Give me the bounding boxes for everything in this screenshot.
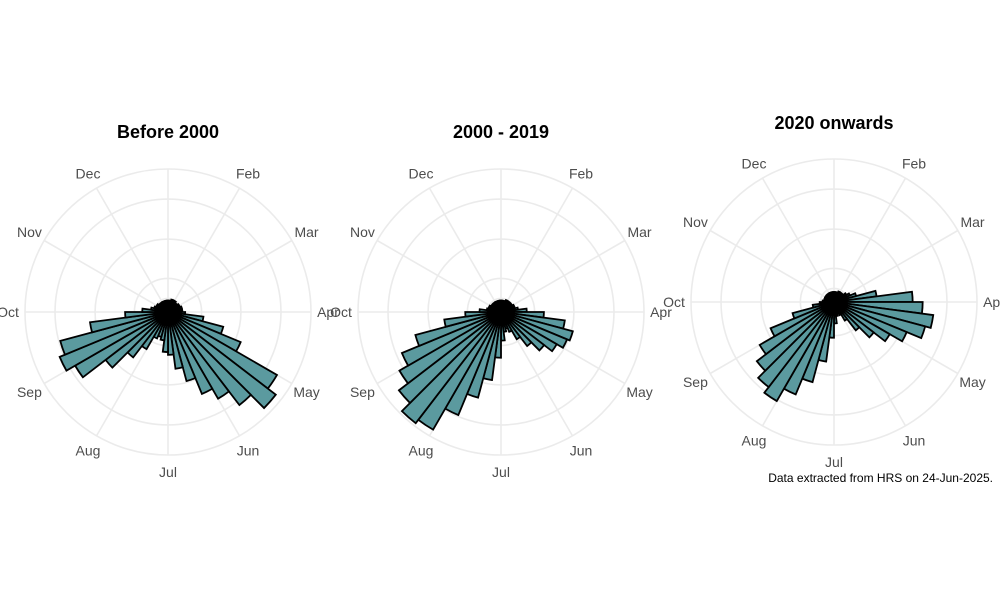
bar: [58, 311, 169, 372]
month-label: May: [626, 384, 652, 400]
bar: [758, 301, 835, 356]
grid-spoke: [376, 239, 502, 313]
month-label: Feb: [569, 165, 593, 181]
grid-spoke: [833, 229, 959, 303]
month-label: Jun: [903, 433, 926, 449]
grid-spoke: [833, 177, 907, 303]
bar: [791, 301, 835, 320]
month-label: Mar: [294, 224, 318, 240]
bar: [59, 311, 169, 356]
month-label: Aug: [76, 443, 101, 459]
month-label: Apr: [983, 294, 1000, 310]
bar: [443, 311, 502, 328]
month-label: Apr: [650, 304, 672, 320]
month-label: Jul: [825, 454, 843, 470]
chart-panel-2020-onwards: 2020 onwards Feb Mar Apr May Jun Jul Aug Sep Oct N…: [663, 113, 1000, 470]
bar: [167, 311, 184, 370]
month-label: May: [959, 374, 985, 390]
bar: [398, 311, 502, 385]
month-label: Aug: [409, 443, 434, 459]
panel-title: 2000 - 2019: [453, 122, 549, 142]
month-label: Nov: [350, 224, 375, 240]
month-label: Oct: [0, 304, 19, 320]
month-label: Aug: [742, 433, 767, 449]
month-label: Sep: [683, 374, 708, 390]
month-label: Jun: [237, 443, 260, 459]
bar: [124, 311, 169, 319]
month-label: Dec: [409, 165, 434, 181]
grid-spoke: [167, 187, 241, 313]
month-label: Sep: [17, 384, 42, 400]
grid-spoke: [43, 239, 169, 313]
bar: [89, 311, 169, 334]
panel-title: Before 2000: [117, 122, 219, 142]
bar: [756, 301, 835, 389]
month-label: Jun: [570, 443, 593, 459]
month-label: Oct: [330, 304, 352, 320]
chart-panel-2000-2019: 2000 - 2019 Feb Mar Apr May Jun Jul Aug Sep Oct No…: [330, 122, 672, 480]
grid-spoke: [167, 239, 293, 313]
bar: [755, 301, 835, 373]
grid-spoke: [833, 301, 907, 427]
chart-panel-before-2000: Before 2000 Feb Mar Apr May Jun Jul Aug Sep Oct No…: [0, 122, 339, 480]
grid-spoke: [500, 239, 626, 313]
bar: [763, 301, 835, 403]
bar: [167, 311, 197, 383]
month-label: Nov: [17, 224, 42, 240]
panel-title: 2020 onwards: [774, 113, 893, 133]
month-label: Apr: [317, 304, 339, 320]
bar: [414, 311, 502, 348]
month-label: Oct: [663, 294, 685, 310]
month-label: Mar: [627, 224, 651, 240]
month-label: Dec: [742, 155, 767, 171]
bar: [400, 311, 502, 367]
data-source-caption: Data extracted from HRS on 24-Jun-2025.: [768, 471, 993, 485]
grid-spoke: [95, 187, 169, 313]
month-label: Jul: [492, 464, 510, 480]
grid-spoke: [761, 177, 835, 303]
bar: [167, 311, 175, 356]
bar: [397, 311, 502, 405]
month-label: Sep: [350, 384, 375, 400]
bar: [167, 311, 231, 400]
month-label: Feb: [902, 155, 926, 171]
grid-spoke: [709, 229, 835, 303]
month-label: Jul: [159, 464, 177, 480]
month-label: Nov: [683, 214, 708, 230]
grid-spoke: [500, 187, 574, 313]
bar: [769, 301, 835, 338]
bar: [167, 311, 253, 407]
month-label: May: [293, 384, 319, 400]
bar: [167, 311, 214, 396]
bar: [831, 291, 835, 303]
month-label: Dec: [76, 165, 101, 181]
bar: [464, 311, 502, 318]
month-label: Mar: [960, 214, 984, 230]
bar: [167, 311, 278, 410]
grid-spoke: [428, 187, 502, 313]
month-label: Feb: [236, 165, 260, 181]
bar: [165, 299, 169, 313]
bar: [498, 299, 502, 313]
bar: [400, 311, 502, 425]
